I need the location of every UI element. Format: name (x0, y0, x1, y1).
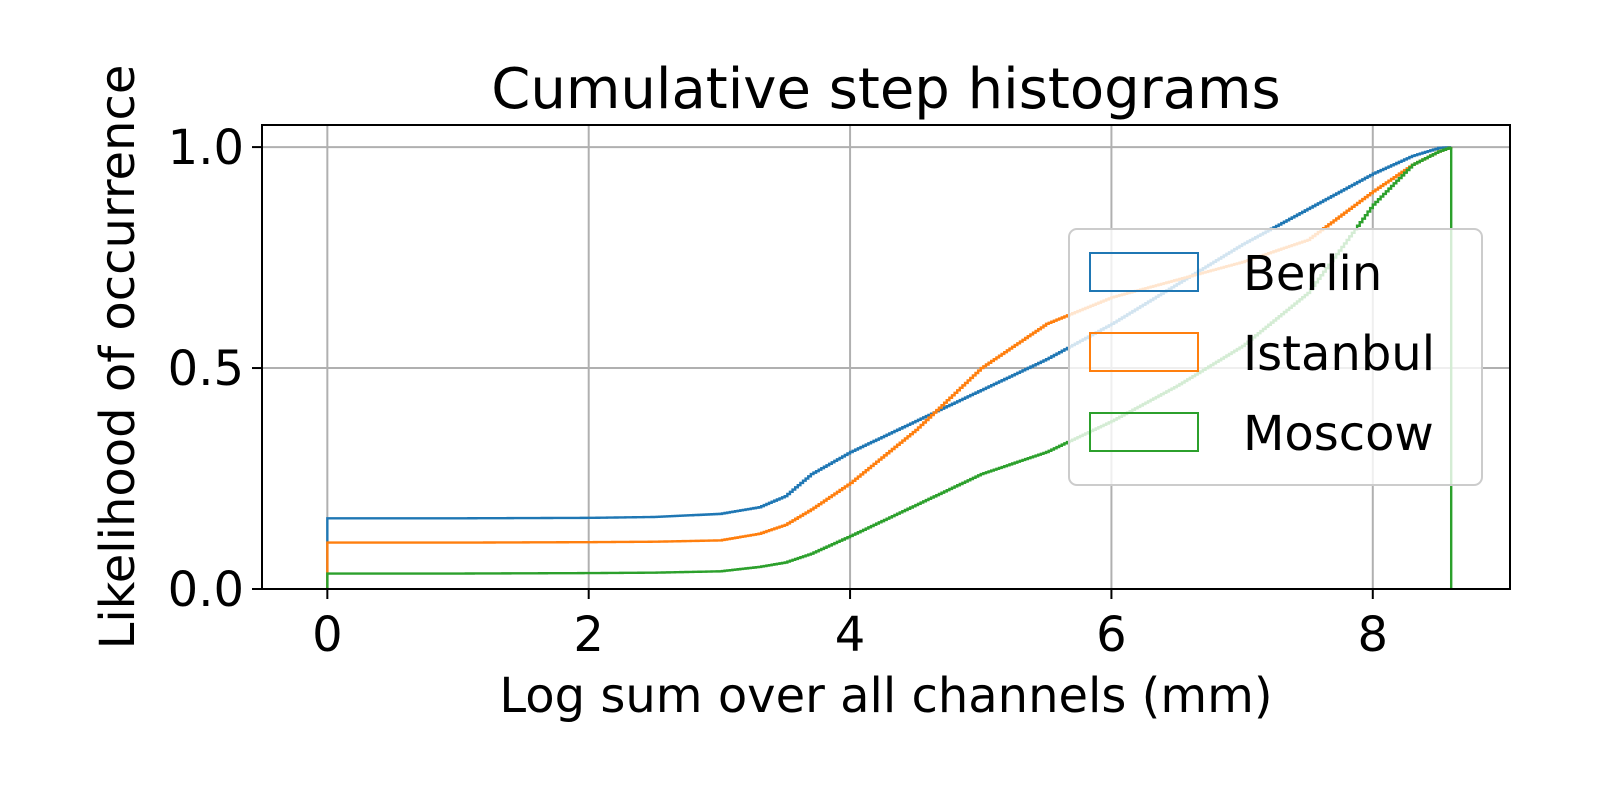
legend-label-moscow: Moscow (1243, 406, 1434, 462)
x-tick-label: 0 (312, 607, 343, 663)
x-tick-label: 6 (1096, 607, 1127, 663)
x-tick-label: 8 (1358, 607, 1389, 663)
legend-label-istanbul: Istanbul (1243, 326, 1435, 382)
series-line-berlin (326, 146, 1453, 589)
y-tick-label: 0.0 (168, 562, 244, 618)
legend-swatch-berlin (1089, 252, 1199, 292)
chart-title: Cumulative step histograms (491, 57, 1280, 122)
legend-swatch-istanbul (1089, 332, 1199, 372)
legend-box (1068, 228, 1483, 486)
x-tick-label: 4 (835, 607, 866, 663)
y-tick-label: 1.0 (168, 120, 244, 176)
legend: Berlin Istanbul Moscow (1068, 228, 1483, 486)
axis-ticks: 0 2 4 6 8 0.0 0.5 1.0 (168, 120, 1388, 663)
y-axis-label: Likelihood of occurrence (90, 65, 146, 650)
legend-swatch-moscow (1089, 412, 1199, 452)
legend-label-berlin: Berlin (1243, 246, 1382, 302)
y-tick-label: 0.5 (168, 341, 244, 397)
x-tick-label: 2 (573, 607, 604, 663)
plot-frame (261, 124, 1511, 590)
x-axis-label: Log sum over all channels (mm) (499, 668, 1272, 724)
